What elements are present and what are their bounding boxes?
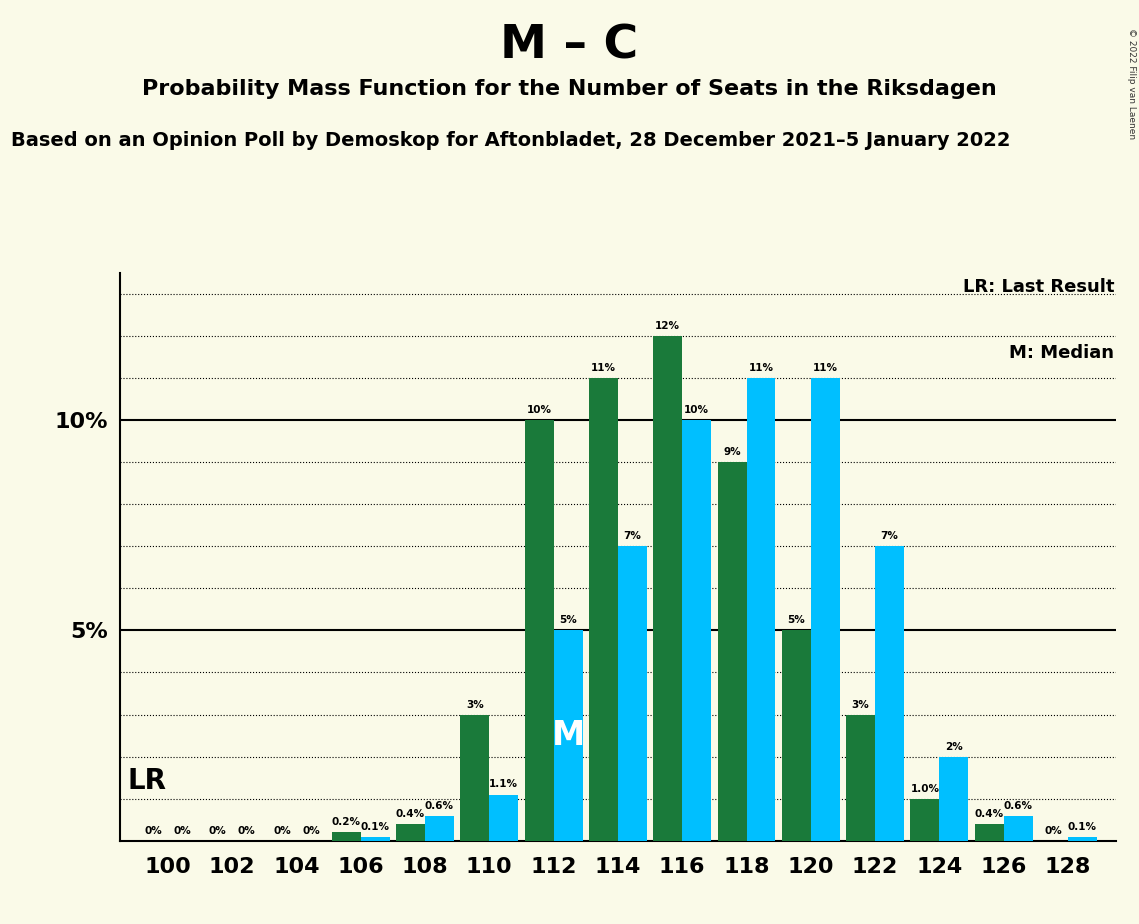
Bar (1003, 816, 1033, 841)
Bar (554, 630, 582, 841)
Bar (490, 795, 518, 841)
Text: 0.4%: 0.4% (975, 808, 1003, 819)
Bar (940, 757, 968, 841)
Bar (331, 833, 361, 841)
Text: M: M (551, 719, 584, 752)
Bar (396, 824, 425, 841)
Text: Based on an Opinion Poll by Demoskop for Aftonbladet, 28 December 2021–5 January: Based on an Opinion Poll by Demoskop for… (11, 131, 1011, 151)
Text: 0.1%: 0.1% (1068, 821, 1097, 832)
Bar (910, 798, 940, 841)
Text: 0%: 0% (302, 826, 320, 836)
Text: 11%: 11% (591, 363, 616, 372)
Text: 9%: 9% (723, 447, 740, 457)
Text: 0%: 0% (238, 826, 255, 836)
Text: 1.1%: 1.1% (490, 780, 518, 789)
Text: 0.6%: 0.6% (425, 800, 454, 810)
Text: 0.4%: 0.4% (396, 808, 425, 819)
Text: 11%: 11% (748, 363, 773, 372)
Bar (525, 419, 554, 841)
Text: © 2022 Filip van Laenen: © 2022 Filip van Laenen (1126, 28, 1136, 139)
Bar (846, 714, 875, 841)
Text: M: Median: M: Median (1009, 344, 1114, 361)
Text: 3%: 3% (466, 699, 484, 710)
Text: 0.2%: 0.2% (331, 818, 361, 827)
Text: M – C: M – C (500, 23, 639, 68)
Bar (975, 824, 1003, 841)
Bar (425, 816, 454, 841)
Text: 0.6%: 0.6% (1003, 800, 1033, 810)
Text: LR: LR (128, 767, 167, 795)
Text: 2%: 2% (945, 742, 962, 751)
Text: 0%: 0% (273, 826, 290, 836)
Text: 0%: 0% (145, 826, 162, 836)
Text: 0%: 0% (1044, 826, 1063, 836)
Text: Probability Mass Function for the Number of Seats in the Riksdagen: Probability Mass Function for the Number… (142, 79, 997, 99)
Bar (1068, 836, 1097, 841)
Bar (460, 714, 490, 841)
Text: 10%: 10% (685, 405, 710, 415)
Bar (811, 378, 839, 841)
Bar (654, 335, 682, 841)
Text: 1.0%: 1.0% (910, 784, 940, 794)
Text: 0%: 0% (208, 826, 227, 836)
Bar (361, 836, 390, 841)
Text: 0.1%: 0.1% (361, 821, 390, 832)
Text: 7%: 7% (880, 531, 899, 541)
Bar (746, 378, 776, 841)
Bar (617, 546, 647, 841)
Text: 12%: 12% (655, 321, 680, 331)
Text: 3%: 3% (852, 699, 869, 710)
Bar (589, 378, 617, 841)
Text: 11%: 11% (813, 363, 838, 372)
Text: 5%: 5% (559, 615, 577, 626)
Text: 7%: 7% (623, 531, 641, 541)
Text: 10%: 10% (526, 405, 551, 415)
Text: 0%: 0% (173, 826, 191, 836)
Bar (682, 419, 711, 841)
Bar (718, 462, 746, 841)
Bar (781, 630, 811, 841)
Text: 5%: 5% (787, 615, 805, 626)
Bar (875, 546, 904, 841)
Text: LR: Last Result: LR: Last Result (962, 278, 1114, 297)
